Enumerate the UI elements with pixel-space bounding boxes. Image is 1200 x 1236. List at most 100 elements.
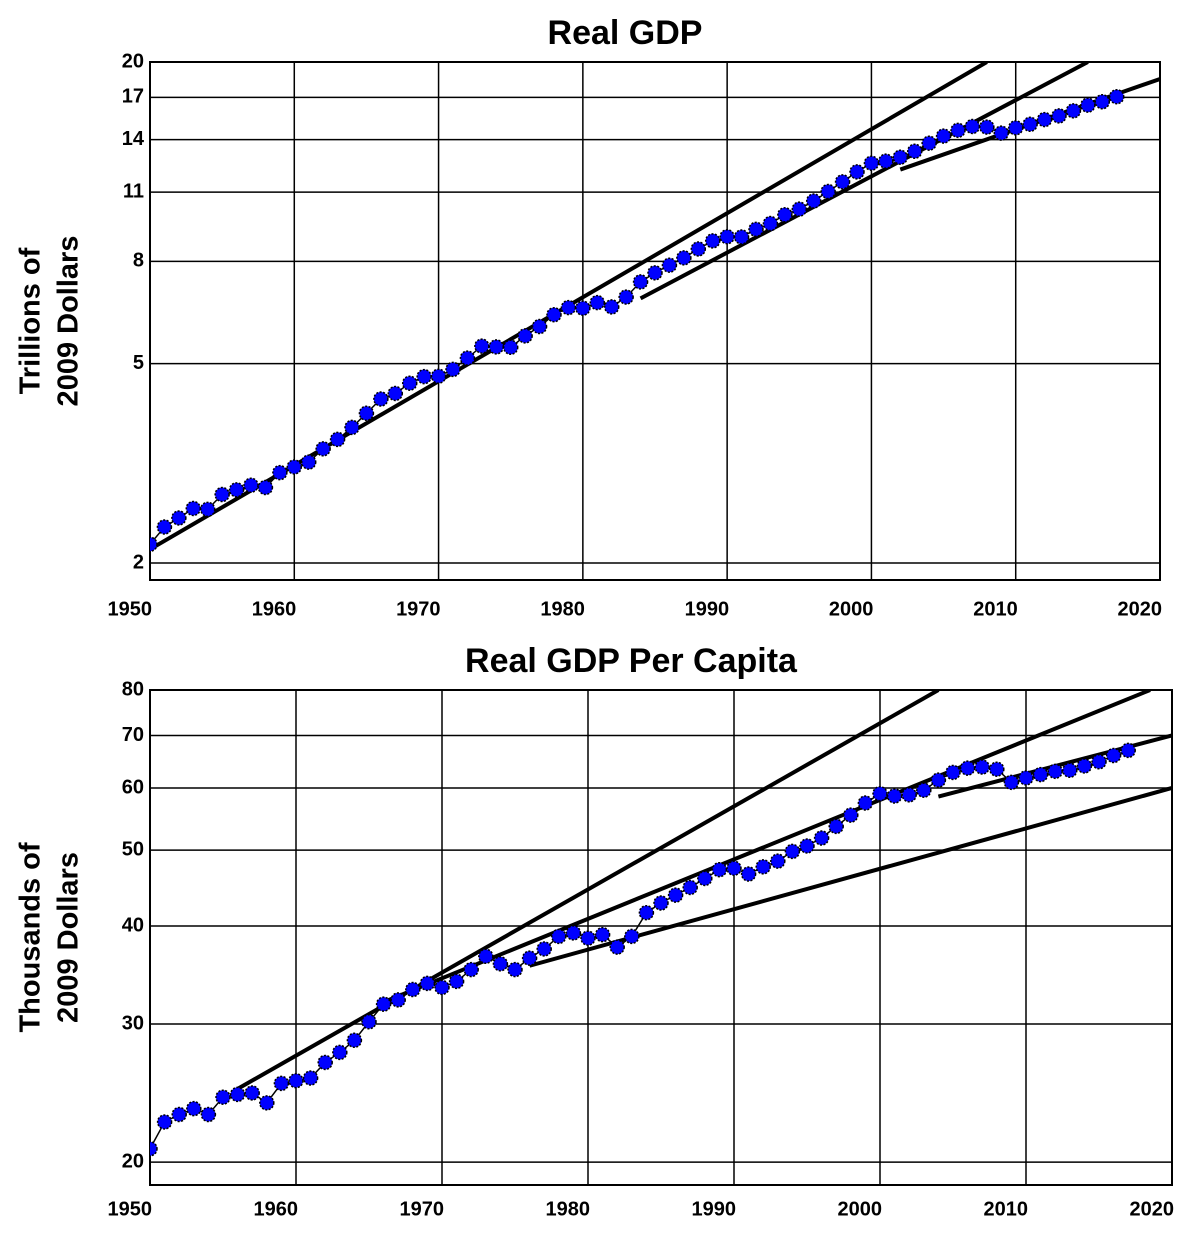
data-point — [682, 879, 698, 896]
data-point — [901, 787, 917, 803]
data-point — [448, 973, 465, 990]
y-tick-label: 80 — [122, 678, 144, 700]
y-tick-label: 50 — [122, 838, 144, 860]
data-point — [647, 265, 663, 281]
data-point — [416, 368, 432, 385]
data-point — [813, 830, 830, 846]
data-point — [478, 948, 494, 965]
data-point — [517, 328, 533, 344]
data-point — [317, 1054, 333, 1071]
x-tick-label: 1970 — [400, 1198, 445, 1220]
data-point — [1076, 758, 1093, 774]
data-point — [921, 135, 937, 151]
data-point — [935, 128, 952, 144]
data-point — [1120, 742, 1136, 759]
chart: 1950 1960 1970 1980 1990 2000 2010 2020 2 5 8 11 14 1… — [15, 14, 1162, 620]
data-point — [200, 1106, 217, 1123]
data-point — [156, 519, 173, 535]
x-tick-label: 2000 — [838, 1198, 883, 1220]
data-point — [329, 431, 346, 448]
data-point — [332, 1044, 348, 1061]
data-point — [863, 155, 880, 171]
x-tick-label: 2010 — [973, 598, 1018, 620]
data-point — [799, 838, 815, 854]
data-point — [565, 925, 582, 941]
data-point — [964, 118, 981, 135]
y-tick-label: 20 — [122, 50, 144, 72]
data-point — [993, 125, 1010, 141]
data-point — [302, 1070, 319, 1086]
data-point — [1032, 766, 1049, 783]
data-point — [492, 956, 509, 972]
data-point — [1105, 747, 1122, 764]
data-point — [521, 950, 538, 966]
plot-content — [150, 62, 1160, 553]
y-tick-label: 5 — [133, 352, 144, 374]
y-tick-label: 8 — [133, 250, 144, 272]
data-point — [704, 233, 721, 249]
y-axis-label: Trillions of — [15, 247, 47, 394]
data-point — [916, 782, 932, 798]
data-point — [1007, 120, 1024, 136]
data-point — [697, 870, 713, 887]
data-point — [930, 772, 947, 788]
x-tick-label: 1980 — [540, 598, 585, 620]
data-point — [214, 486, 230, 503]
data-point — [959, 760, 976, 776]
data-point — [536, 941, 552, 957]
x-tick-label: 1990 — [692, 1198, 737, 1220]
data-point — [546, 307, 562, 323]
data-point — [575, 300, 591, 316]
data-point — [609, 939, 625, 955]
data-point — [150, 536, 158, 553]
data-point — [150, 1141, 158, 1157]
data-point — [849, 164, 865, 180]
data-point — [288, 1072, 304, 1089]
data-point — [726, 860, 742, 876]
data-point — [405, 981, 421, 998]
data-point — [719, 228, 735, 245]
data-point — [784, 843, 801, 860]
data-point — [638, 904, 655, 921]
data-point — [974, 759, 990, 775]
data-point — [257, 479, 274, 496]
data-point — [740, 866, 757, 882]
data-point — [624, 928, 640, 945]
data-point — [300, 454, 317, 470]
data-point — [373, 391, 389, 407]
data-point — [857, 795, 874, 811]
data-point — [445, 361, 461, 378]
x-tick-label: 2020 — [1118, 598, 1163, 620]
data-point — [171, 510, 187, 526]
data-point — [387, 385, 404, 402]
data-point — [805, 193, 822, 209]
data-point — [748, 221, 764, 238]
y-tick-label: 17 — [122, 86, 144, 108]
data-point — [989, 761, 1005, 777]
data-point — [286, 459, 303, 475]
data-point — [945, 764, 961, 781]
data-point — [185, 500, 202, 517]
data-point — [463, 961, 479, 978]
data-point — [1003, 774, 1020, 791]
y-tick-label: 14 — [122, 128, 145, 150]
data-point — [843, 807, 859, 823]
data-point — [676, 250, 692, 266]
data-point — [618, 289, 634, 305]
chart: 1950 1960 1970 1980 1990 2000 2010 202020304050… — [15, 642, 1174, 1220]
data-point — [711, 861, 728, 878]
data-point — [755, 859, 771, 875]
data-point — [551, 928, 567, 945]
data-point — [653, 895, 669, 911]
x-tick-label: 1960 — [252, 598, 297, 620]
data-point — [531, 318, 548, 335]
x-tick-label: 2010 — [984, 1198, 1029, 1220]
data-point — [434, 979, 450, 996]
data-point — [1051, 108, 1067, 124]
x-tick-label: 1960 — [254, 1198, 299, 1220]
chart-title: Real GDP Per Capita — [465, 642, 798, 680]
data-point — [950, 122, 966, 139]
data-point — [273, 1075, 290, 1092]
data-point — [1022, 116, 1038, 133]
